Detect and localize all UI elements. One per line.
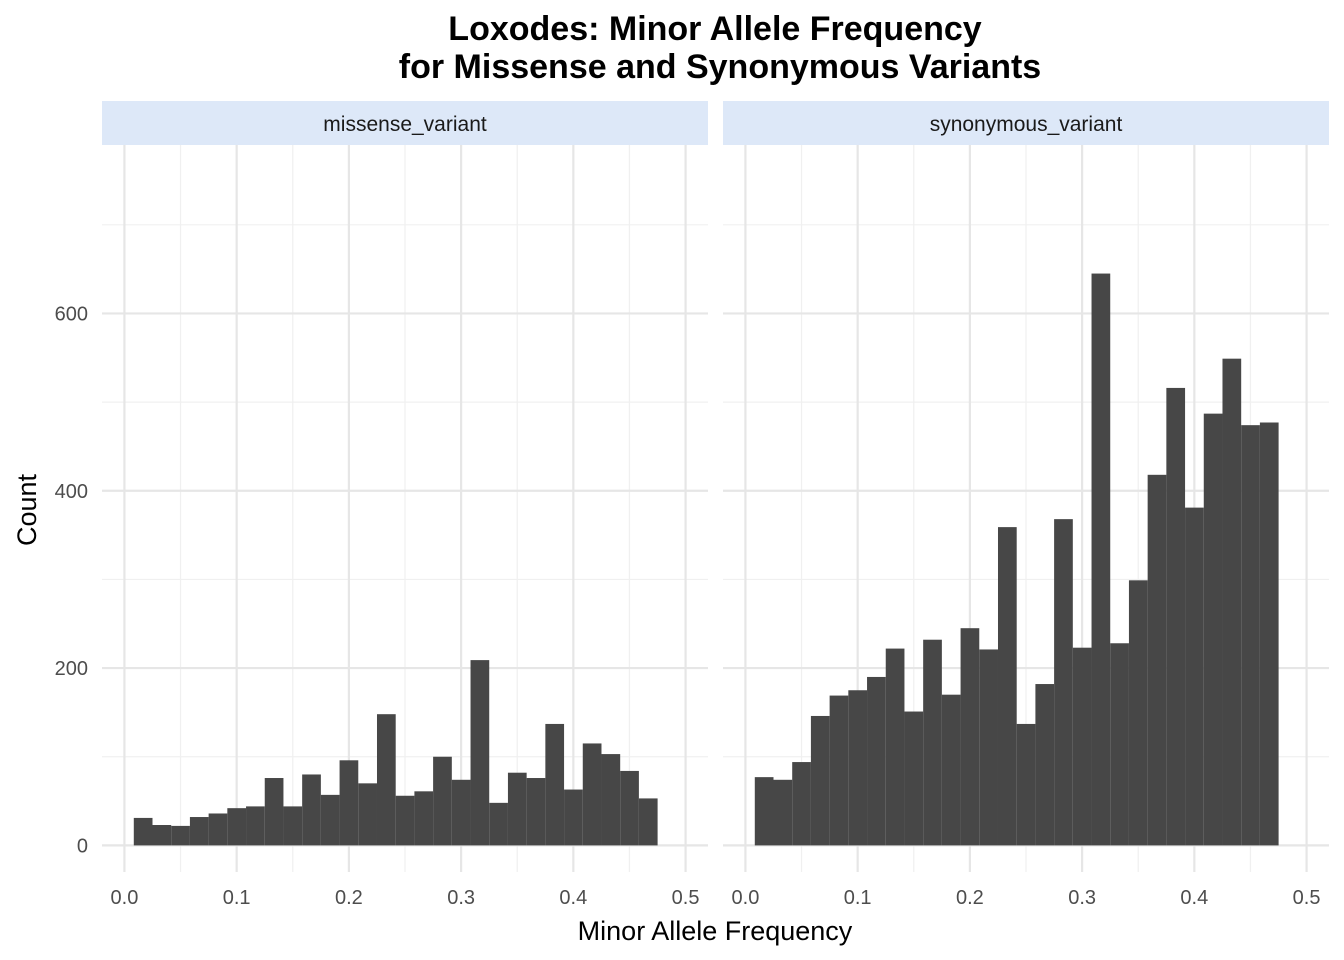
y-axis-title: Count <box>12 473 42 546</box>
histogram-bar <box>433 756 452 846</box>
histogram-bar <box>810 715 830 846</box>
y-tick-label: 200 <box>55 658 88 680</box>
y-tick-label: 600 <box>55 303 88 325</box>
histogram-bar <box>638 798 658 846</box>
histogram-bar <box>545 723 565 846</box>
x-tick-label: 0.0 <box>111 887 139 909</box>
histogram-bar <box>320 794 340 846</box>
histogram-bar <box>264 778 284 846</box>
histogram-bar <box>1072 647 1092 846</box>
histogram-bar <box>885 648 905 846</box>
x-tick-label: 0.2 <box>335 887 363 909</box>
histogram-bar <box>1241 425 1260 846</box>
x-tick-label: 0.2 <box>956 887 984 909</box>
histogram-bar <box>189 817 209 846</box>
x-tick-label: 0.1 <box>844 887 872 909</box>
histogram-bar <box>792 762 811 846</box>
histogram-bar <box>904 711 924 846</box>
y-tick-label: 0 <box>77 835 88 857</box>
histogram-bar <box>1035 684 1055 846</box>
facet-strip <box>102 101 708 145</box>
x-tick-label: 0.3 <box>1068 887 1096 909</box>
histogram-bar <box>414 791 434 846</box>
panel-synonymous: synonymous_variant 0.0 0.1 0.2 0.3 0.4 0.5 <box>723 101 1329 909</box>
histogram-bar <box>1016 723 1036 846</box>
histogram-bar <box>171 825 190 846</box>
x-tick-label: 0.5 <box>1293 887 1321 909</box>
x-tick-label: 0.4 <box>1180 887 1208 909</box>
histogram-bar <box>152 825 172 846</box>
histogram-bar <box>601 754 621 846</box>
histogram-bar <box>1054 519 1073 846</box>
histogram-bar <box>582 743 602 846</box>
x-tick-label: 0.0 <box>732 887 760 909</box>
histogram-bar <box>1222 358 1242 846</box>
x-tick-label: 0.4 <box>559 887 587 909</box>
histogram-bar <box>283 806 303 846</box>
y-axis: 0 200 400 600 <box>55 303 88 857</box>
histogram-bar <box>1185 507 1204 846</box>
histogram-bar <box>960 628 980 846</box>
histogram-bar <box>829 695 849 846</box>
histogram-bar <box>923 639 942 846</box>
facet-strip-label: synonymous_variant <box>930 113 1123 136</box>
histogram-bar <box>867 676 886 846</box>
x-tick-label: 0.3 <box>447 887 475 909</box>
histogram-bar <box>773 779 793 846</box>
histogram-bar <box>979 649 998 846</box>
histogram-bar <box>941 694 961 846</box>
y-tick-label: 400 <box>55 481 88 503</box>
histogram-bar <box>358 783 377 846</box>
histogram-bar <box>997 527 1017 846</box>
histogram-bar <box>227 808 247 846</box>
histogram-bar <box>754 777 774 846</box>
histogram-bar <box>451 779 471 846</box>
histogram-bar <box>376 714 396 846</box>
x-tick-label: 0.5 <box>672 887 700 909</box>
histogram-bar <box>1091 273 1111 846</box>
histogram-bar <box>1259 422 1279 846</box>
histogram-bar <box>848 690 868 846</box>
histogram-bar <box>564 789 583 846</box>
histogram-bar <box>470 660 490 846</box>
histogram-bar <box>208 813 228 846</box>
histogram-bar <box>246 806 265 846</box>
facet-strip-label: missense_variant <box>323 113 487 136</box>
histogram-bar <box>339 760 359 846</box>
facet-strip <box>723 101 1329 145</box>
histogram-bar <box>1110 643 1129 846</box>
x-tick-label: 0.1 <box>223 887 251 909</box>
panel-missense: missense_variant 0.0 0.1 0.2 0.3 0.4 0.5 <box>102 101 708 909</box>
chart-title-line-2: for Missense and Synonymous Variants <box>399 48 1041 86</box>
histogram-bar <box>526 778 546 846</box>
histogram-bar <box>620 770 639 846</box>
histogram-bar <box>1147 474 1167 846</box>
histogram-bar <box>507 772 527 846</box>
histogram-bar <box>133 817 153 846</box>
histogram-bar <box>302 774 321 846</box>
histogram-bar <box>1166 387 1186 846</box>
histogram-bar <box>489 802 508 846</box>
chart-title-line-1: Loxodes: Minor Allele Frequency <box>448 10 981 48</box>
x-axis-title: Minor Allele Frequency <box>578 916 853 946</box>
histogram-bar <box>1203 413 1223 846</box>
histogram-bar <box>1128 580 1148 846</box>
histogram-bar <box>395 795 415 846</box>
